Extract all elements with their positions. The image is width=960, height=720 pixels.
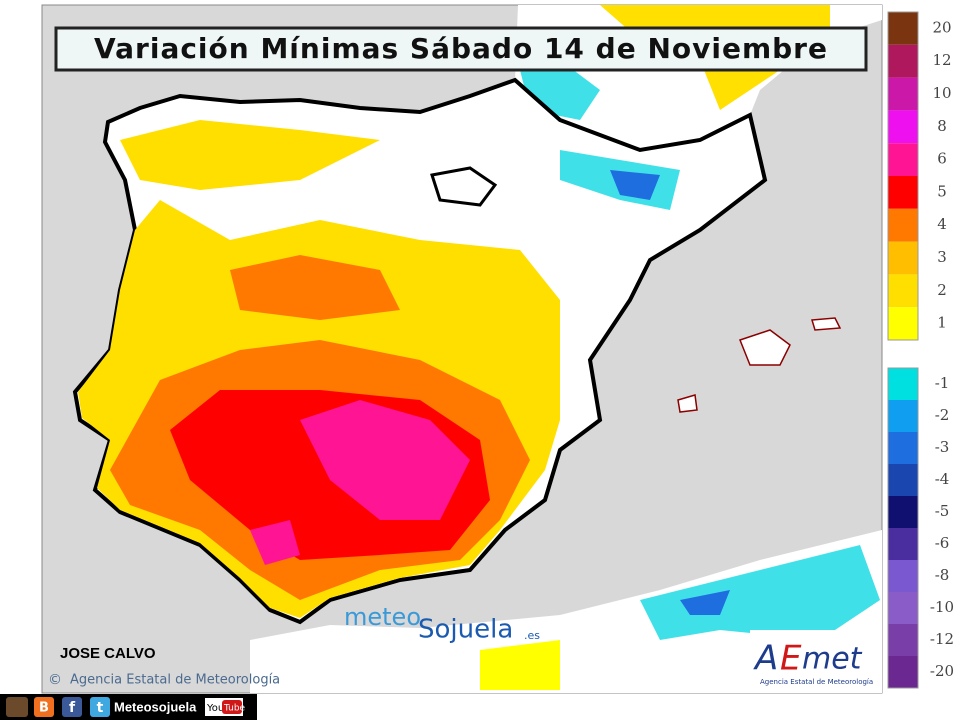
legend-swatch xyxy=(888,368,918,400)
legend-swatch xyxy=(888,44,918,78)
legend-swatch xyxy=(888,176,918,209)
legend-label: -4 xyxy=(935,470,950,488)
la-rioja xyxy=(430,166,498,207)
warm-6 xyxy=(300,400,470,520)
aemet-caption: Agencia Estatal de Meteorología xyxy=(760,678,873,686)
africa-cool xyxy=(640,545,880,640)
legend-label: 10 xyxy=(932,84,951,102)
legend-swatch xyxy=(888,528,918,560)
aemet-met: met xyxy=(802,642,863,677)
africa-cold xyxy=(680,590,730,615)
blogger-icon[interactable] xyxy=(34,697,54,717)
copyright: © xyxy=(48,672,62,688)
legend-frame xyxy=(887,11,919,341)
twitter-icon[interactable] xyxy=(90,697,110,717)
title-box xyxy=(54,26,868,72)
legend-label: -1 xyxy=(935,374,950,392)
legend-swatch xyxy=(888,432,918,464)
legend-label: 3 xyxy=(937,248,947,266)
legend-label: -20 xyxy=(930,662,954,680)
title: Variación Mínimas Sábado 14 de Noviembre xyxy=(94,32,828,65)
youtube-tube-box xyxy=(222,700,242,714)
aemet-box xyxy=(750,630,878,690)
legend-swatch xyxy=(888,400,918,432)
menorca xyxy=(811,317,842,331)
legend-swatch xyxy=(888,592,918,624)
logo-sojuela: Sojuela xyxy=(418,615,513,645)
legend-label: 12 xyxy=(932,51,951,69)
legend-label: 2 xyxy=(937,281,947,299)
legend-swatch xyxy=(888,208,918,242)
warm-6b xyxy=(250,520,300,565)
legend-label: -8 xyxy=(935,566,950,584)
africa-warm xyxy=(480,640,560,690)
youtube-tube: Tube xyxy=(223,704,246,714)
legend-label: 1 xyxy=(937,314,947,332)
blogger-letter: B xyxy=(39,701,49,716)
legend-label: 4 xyxy=(937,215,947,233)
legend-swatch xyxy=(888,241,918,275)
warm-north xyxy=(120,120,380,190)
legend-label: 6 xyxy=(937,150,947,168)
africa-land xyxy=(250,530,882,693)
facebook-letter: f xyxy=(69,700,76,716)
legend-label: -5 xyxy=(935,502,950,520)
logo-meteo: meteo xyxy=(344,603,421,631)
legend-swatch xyxy=(888,307,918,340)
author: JOSE CALVO xyxy=(60,645,156,662)
youtube-you: You xyxy=(206,703,224,714)
instagram-icon[interactable] xyxy=(6,697,28,717)
legend-swatch xyxy=(888,464,918,496)
legend-swatch xyxy=(888,77,918,111)
mallorca xyxy=(739,329,791,366)
legend-label: -10 xyxy=(930,598,954,616)
logo-domain: .es xyxy=(524,629,540,642)
twitter-letter: t xyxy=(97,700,104,716)
legend-label: 5 xyxy=(937,182,947,200)
ibiza xyxy=(677,394,698,413)
legend-swatch xyxy=(888,12,918,45)
legend-swatch xyxy=(888,110,918,144)
legend-swatch xyxy=(888,143,918,176)
legend-label: 8 xyxy=(937,117,947,135)
legend-label: -3 xyxy=(935,438,950,456)
cold-pyrenees xyxy=(610,170,660,200)
legend-swatch xyxy=(888,656,918,688)
legend-swatch xyxy=(888,274,918,308)
legend-label: -12 xyxy=(930,630,954,648)
facebook-icon[interactable] xyxy=(62,697,82,717)
legend-swatch xyxy=(888,560,918,592)
agency: Agencia Estatal de Meteorología xyxy=(70,673,280,688)
legend-label: 20 xyxy=(932,18,951,36)
warm-4b xyxy=(230,255,400,320)
legend-swatch xyxy=(888,496,918,528)
legend-label: -6 xyxy=(935,534,950,552)
legend-label: -2 xyxy=(935,406,950,424)
aemet-e: E xyxy=(780,639,802,679)
legend-swatch xyxy=(888,624,918,656)
legend-frame xyxy=(887,367,919,689)
channel[interactable]: Meteosojuela xyxy=(114,699,197,714)
color-legend: 20 12 10 8 6 5 4 3 2 1 -1 -2 -3 -4 -5 -6 -8 -10 -12 -20 xyxy=(887,11,954,689)
aemet-a: A xyxy=(753,639,778,679)
